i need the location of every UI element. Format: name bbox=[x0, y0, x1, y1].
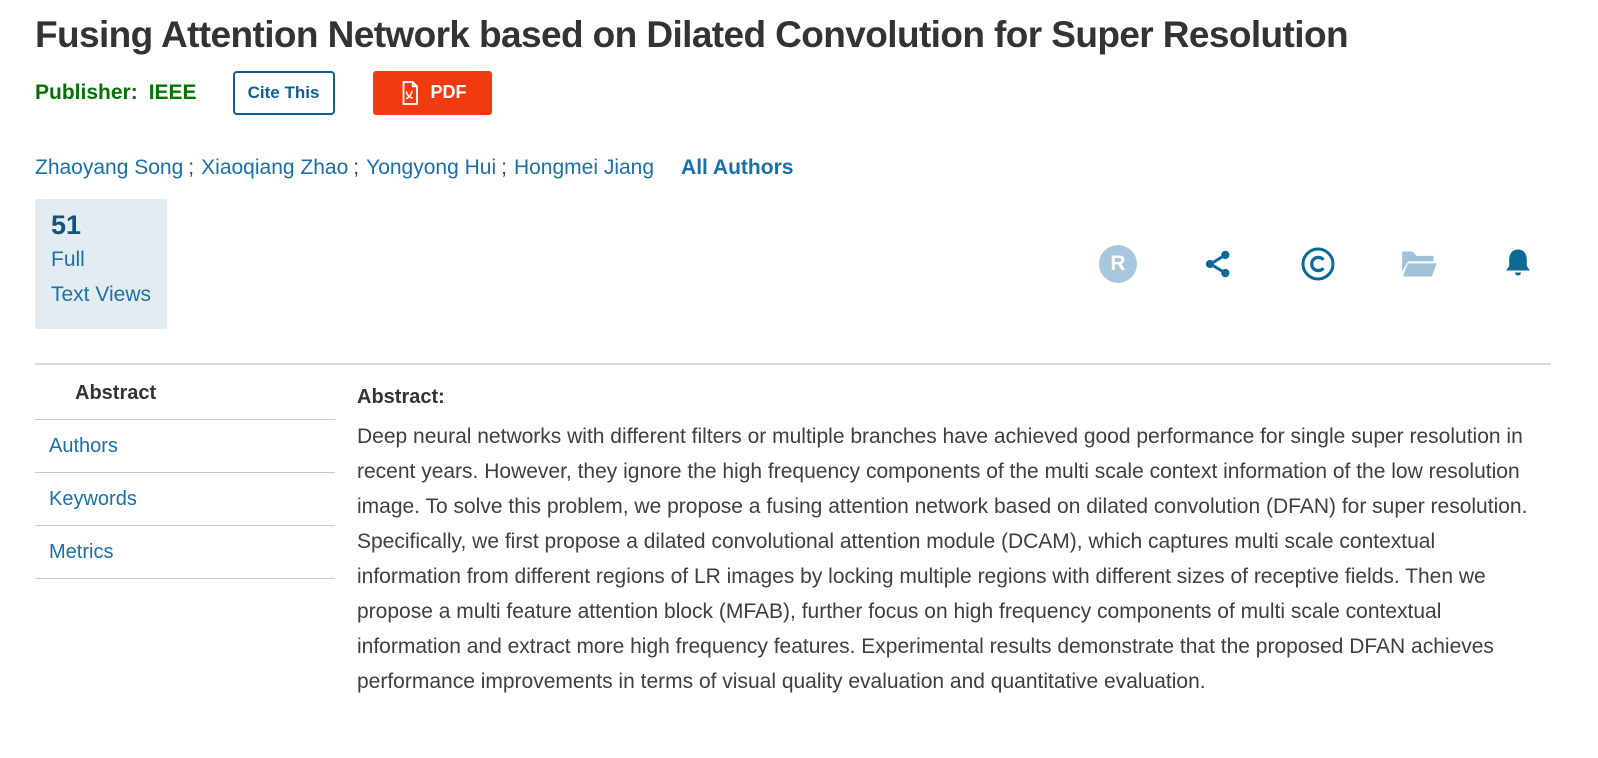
reading-list-button[interactable]: R bbox=[1098, 244, 1138, 284]
publisher-label: Publisher: bbox=[35, 80, 138, 104]
pdf-file-icon bbox=[402, 80, 418, 105]
bell-icon bbox=[1506, 249, 1530, 276]
document-nav: Abstract Authors Keywords Metrics bbox=[35, 365, 335, 699]
paper-page: Fusing Attention Network based on Dilate… bbox=[0, 14, 1598, 699]
author-link[interactable]: Zhaoyang Song bbox=[35, 155, 184, 179]
copyright-icon bbox=[1301, 247, 1335, 281]
publisher: Publisher: IEEE bbox=[35, 81, 197, 105]
action-icon-bar: R bbox=[1098, 244, 1551, 284]
document-body: Abstract Authors Keywords Metrics Abstra… bbox=[35, 365, 1551, 699]
author-separator: ; bbox=[188, 155, 195, 179]
publisher-name: IEEE bbox=[148, 80, 197, 104]
share-icon bbox=[1205, 250, 1230, 277]
collections-button[interactable] bbox=[1398, 244, 1438, 284]
pdf-button[interactable]: PDF bbox=[372, 70, 492, 115]
full-text-views-label-line2: Text Views bbox=[51, 282, 151, 306]
all-authors-link[interactable]: All Authors bbox=[681, 155, 794, 179]
full-text-views-count: 51 bbox=[51, 209, 82, 240]
nav-item-keywords[interactable]: Keywords bbox=[35, 473, 335, 526]
author-separator: ; bbox=[501, 155, 507, 179]
authors-row: Zhaoyang Song ; Xiaoqiang Zhao ; Yongyon… bbox=[35, 156, 1551, 180]
r-badge-icon: R bbox=[1099, 244, 1137, 283]
publisher-row: Publisher: IEEE Cite This PDF bbox=[35, 70, 1551, 115]
cite-this-button[interactable]: Cite This bbox=[232, 70, 335, 115]
abstract-section: Abstract: Deep neural networks with diff… bbox=[357, 365, 1551, 699]
nav-item-abstract[interactable]: Abstract bbox=[35, 365, 335, 420]
alerts-button[interactable] bbox=[1498, 244, 1538, 284]
open-folder-icon bbox=[1402, 251, 1437, 277]
author-link[interactable]: Xiaoqiang Zhao bbox=[201, 155, 349, 179]
abstract-text: Deep neural networks with different filt… bbox=[357, 424, 1528, 693]
metrics-row: 51 Full Text Views R bbox=[35, 198, 1551, 329]
abstract-heading: Abstract: bbox=[357, 385, 445, 408]
full-text-views-label-line1: Full bbox=[51, 247, 85, 271]
author-link[interactable]: Hongmei Jiang bbox=[513, 155, 655, 179]
author-separator: ; bbox=[353, 155, 360, 179]
page-title: Fusing Attention Network based on Dilate… bbox=[35, 14, 1349, 55]
full-text-views-box: 51 Full Text Views bbox=[35, 198, 167, 329]
pdf-button-label: PDF bbox=[430, 82, 467, 103]
copyright-button[interactable] bbox=[1298, 244, 1338, 284]
section-divider bbox=[35, 362, 1551, 365]
share-button[interactable] bbox=[1198, 244, 1238, 284]
nav-item-metrics[interactable]: Metrics bbox=[35, 526, 335, 579]
author-link[interactable]: Yongyong Hui bbox=[366, 155, 497, 179]
nav-item-authors[interactable]: Authors bbox=[35, 420, 335, 473]
